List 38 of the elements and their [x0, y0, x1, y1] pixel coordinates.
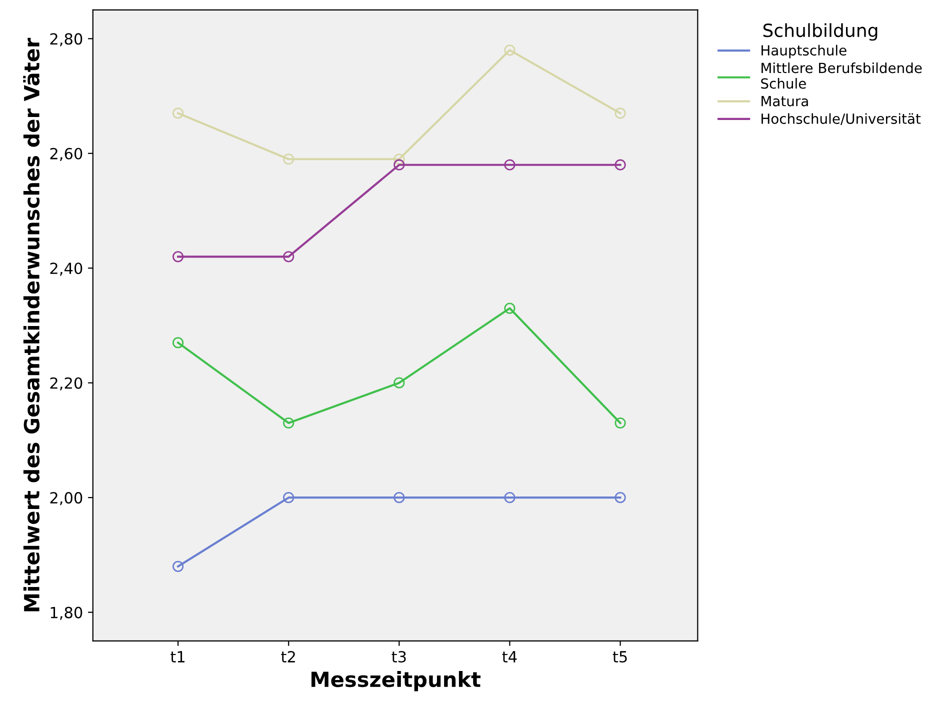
point [614, 417, 626, 429]
point [283, 492, 294, 504]
legend-label: Matura [762, 96, 808, 106]
point [504, 44, 516, 56]
legend-label: Hochschule/Universität [762, 113, 921, 126]
point [283, 154, 294, 165]
point [504, 159, 516, 170]
y-tick-label: 2,40 [50, 262, 82, 276]
point [614, 159, 626, 170]
point [172, 251, 184, 262]
x-tick-label: t3 [392, 650, 406, 663]
x-axis-title: Messzeitpunkt [312, 671, 481, 692]
y-tick-label: 2,60 [50, 148, 82, 161]
point [172, 337, 184, 348]
y-tick-label: 2,00 [50, 492, 82, 506]
y-axis-title: Mittelwert des Gesamtkinderwunsches der Väter [23, 38, 40, 612]
point [172, 560, 184, 572]
point [504, 492, 516, 504]
point [504, 302, 516, 314]
legend-label: Hauptschule [762, 44, 846, 58]
legend-label: Mittlere Berufsbildende Schule [761, 62, 922, 89]
y-tick-label: 2,20 [50, 377, 82, 390]
point [614, 492, 626, 504]
point [614, 108, 626, 119]
point [283, 251, 294, 262]
x-tick-label: t1 [170, 651, 184, 662]
point [394, 492, 405, 504]
y-tick-label: 2,80 [50, 33, 82, 46]
point [394, 377, 405, 388]
legend-title: Schulbildung [763, 23, 878, 41]
x-tick-label: t4 [502, 651, 517, 662]
point [283, 417, 294, 429]
y-tick-label: 1,80 [50, 606, 82, 620]
x-tick-label: t2 [281, 650, 295, 662]
point [394, 154, 405, 165]
point [172, 108, 184, 119]
x-tick-label: t5 [612, 651, 627, 663]
point [394, 159, 405, 170]
